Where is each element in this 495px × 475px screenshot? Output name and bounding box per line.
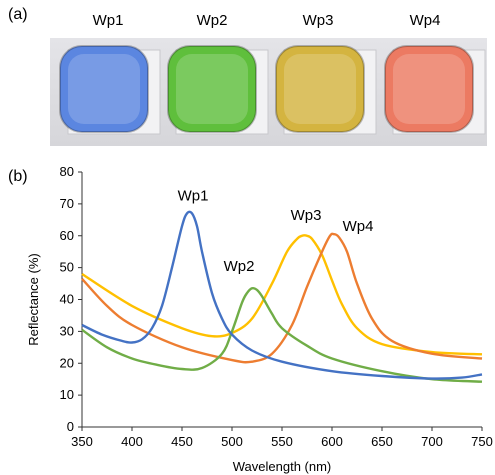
sample-name-wp3: Wp3 (302, 12, 334, 29)
series-label-wp2: Wp2 (224, 258, 255, 275)
y-tick-label: 10 (60, 387, 74, 402)
sample-tile-wp3 (275, 45, 377, 135)
x-tick-label: 350 (71, 434, 93, 449)
y-tick-label: 20 (60, 355, 74, 370)
series-line-wp1 (81, 210, 483, 380)
series-label-wp3: Wp3 (291, 207, 322, 224)
x-tick-label: 500 (221, 434, 243, 449)
x-tick-label: 400 (121, 434, 143, 449)
series-label-wp1: Wp1 (178, 188, 209, 205)
series-line-wp4 (81, 232, 483, 364)
y-tick-label: 50 (60, 260, 74, 275)
x-axis-title: Wavelength (nm) (233, 459, 332, 474)
y-tick-label: 30 (60, 323, 74, 338)
x-tick-label: 700 (421, 434, 443, 449)
x-tick-label: 550 (271, 434, 293, 449)
sample-name-wp4: Wp4 (409, 12, 441, 29)
y-tick-label: 80 (60, 164, 74, 179)
sample-photo (50, 38, 487, 146)
y-tick-label: 40 (60, 292, 74, 307)
x-tick-label: 750 (471, 434, 493, 449)
x-tick-label: 650 (371, 434, 393, 449)
series-label-wp4: Wp4 (343, 218, 374, 235)
series-line-wp2 (81, 286, 483, 383)
x-tick-label: 600 (321, 434, 343, 449)
y-tick-label: 0 (67, 419, 74, 434)
y-tick-label: 70 (60, 196, 74, 211)
sample-name-wp1: Wp1 (92, 12, 124, 29)
sample-tile-wp4 (384, 45, 486, 135)
sample-name-wp2: Wp2 (196, 12, 228, 29)
panel-label-b: (b) (8, 168, 28, 185)
sample-tile-wp2 (167, 45, 269, 135)
y-axis-title: Reflectance (%) (26, 253, 41, 345)
panel-label-a: (a) (8, 6, 28, 23)
y-tick-label: 60 (60, 228, 74, 243)
x-tick-label: 450 (171, 434, 193, 449)
sample-tile-wp1 (59, 45, 161, 135)
series-line-wp3 (81, 234, 483, 356)
